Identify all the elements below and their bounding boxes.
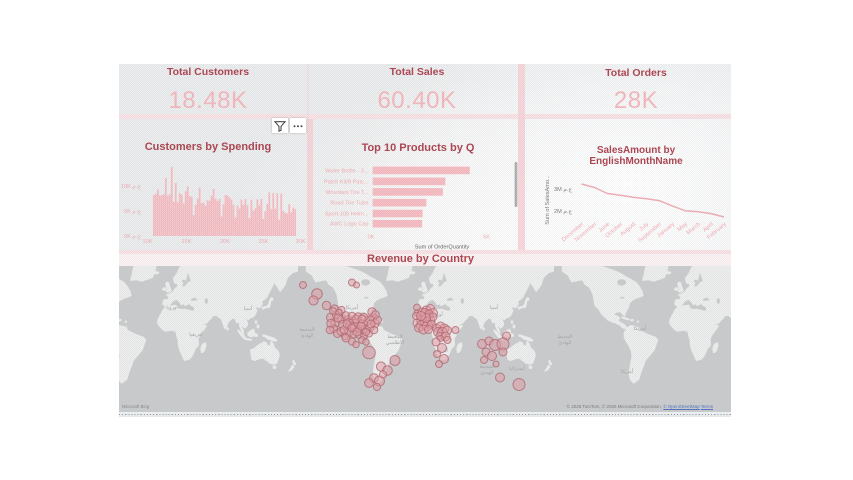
svg-text:المحيط: المحيط [479,364,494,370]
svg-text:0K: 0K [368,235,375,241]
svg-text:Sum of SalesAmo...: Sum of SalesAmo... [545,175,551,225]
svg-text:المحيط: المحيط [299,327,314,333]
svg-text:أفريقيا: أفريقيا [189,330,203,338]
svg-text:المحيط: المحيط [387,334,402,340]
svg-text:March: March [686,221,702,236]
svg-text:2M ج.م: 2M ج.م [554,209,572,215]
svg-text:الأطلسي: الأطلسي [386,338,405,346]
svg-text:10K ج.م: 10K ج.م [121,184,142,190]
svg-text:الهادئ: الهادئ [559,340,572,346]
svg-text:الهندي: الهندي [480,370,493,376]
svg-text:25K: 25K [259,239,269,245]
svg-text:May: May [677,221,689,233]
svg-text:5K: 5K [483,235,490,241]
svg-text:0K ج.م: 0K ج.م [124,234,141,240]
svg-text:5K ج.م: 5K ج.م [124,209,141,215]
svg-text:AWC Logo Cap: AWC Logo Cap [330,222,369,228]
svg-text:الهادئ: الهادئ [301,333,314,339]
svg-text:Patch Kit/8 Patc...: Patch Kit/8 Patc... [324,179,369,185]
svg-text:Road Tire Tube: Road Tire Tube [330,201,368,207]
svg-text:15K: 15K [182,239,192,245]
svg-text:30K: 30K [296,239,306,245]
svg-text:20K: 20K [220,239,230,245]
svg-text:المحيط: المحيط [557,334,572,340]
svg-text:July: July [638,221,650,232]
svg-text:آسيا: آسيا [490,304,499,311]
svg-text:أمريكا: أمريكا [346,303,359,311]
svg-text:أمريكا: أمريكا [634,324,647,332]
svg-text:Sport-100 Helm...: Sport-100 Helm... [325,212,369,218]
svg-text:آسيا: آسيا [244,305,253,312]
svg-text:Water Bottle - 3...: Water Bottle - 3... [325,168,369,174]
svg-text:10K: 10K [143,239,153,245]
svg-text:أستراليا: أستراليا [509,364,525,372]
svg-text:Sum of OrderQuantity: Sum of OrderQuantity [415,245,470,251]
svg-text:أوروبا: أوروبا [166,303,178,311]
svg-text:أمريكا: أمريكا [621,367,634,375]
svg-text:Mountain Tire T...: Mountain Tire T... [326,190,369,196]
svg-text:3M ج.م: 3M ج.م [554,187,572,193]
